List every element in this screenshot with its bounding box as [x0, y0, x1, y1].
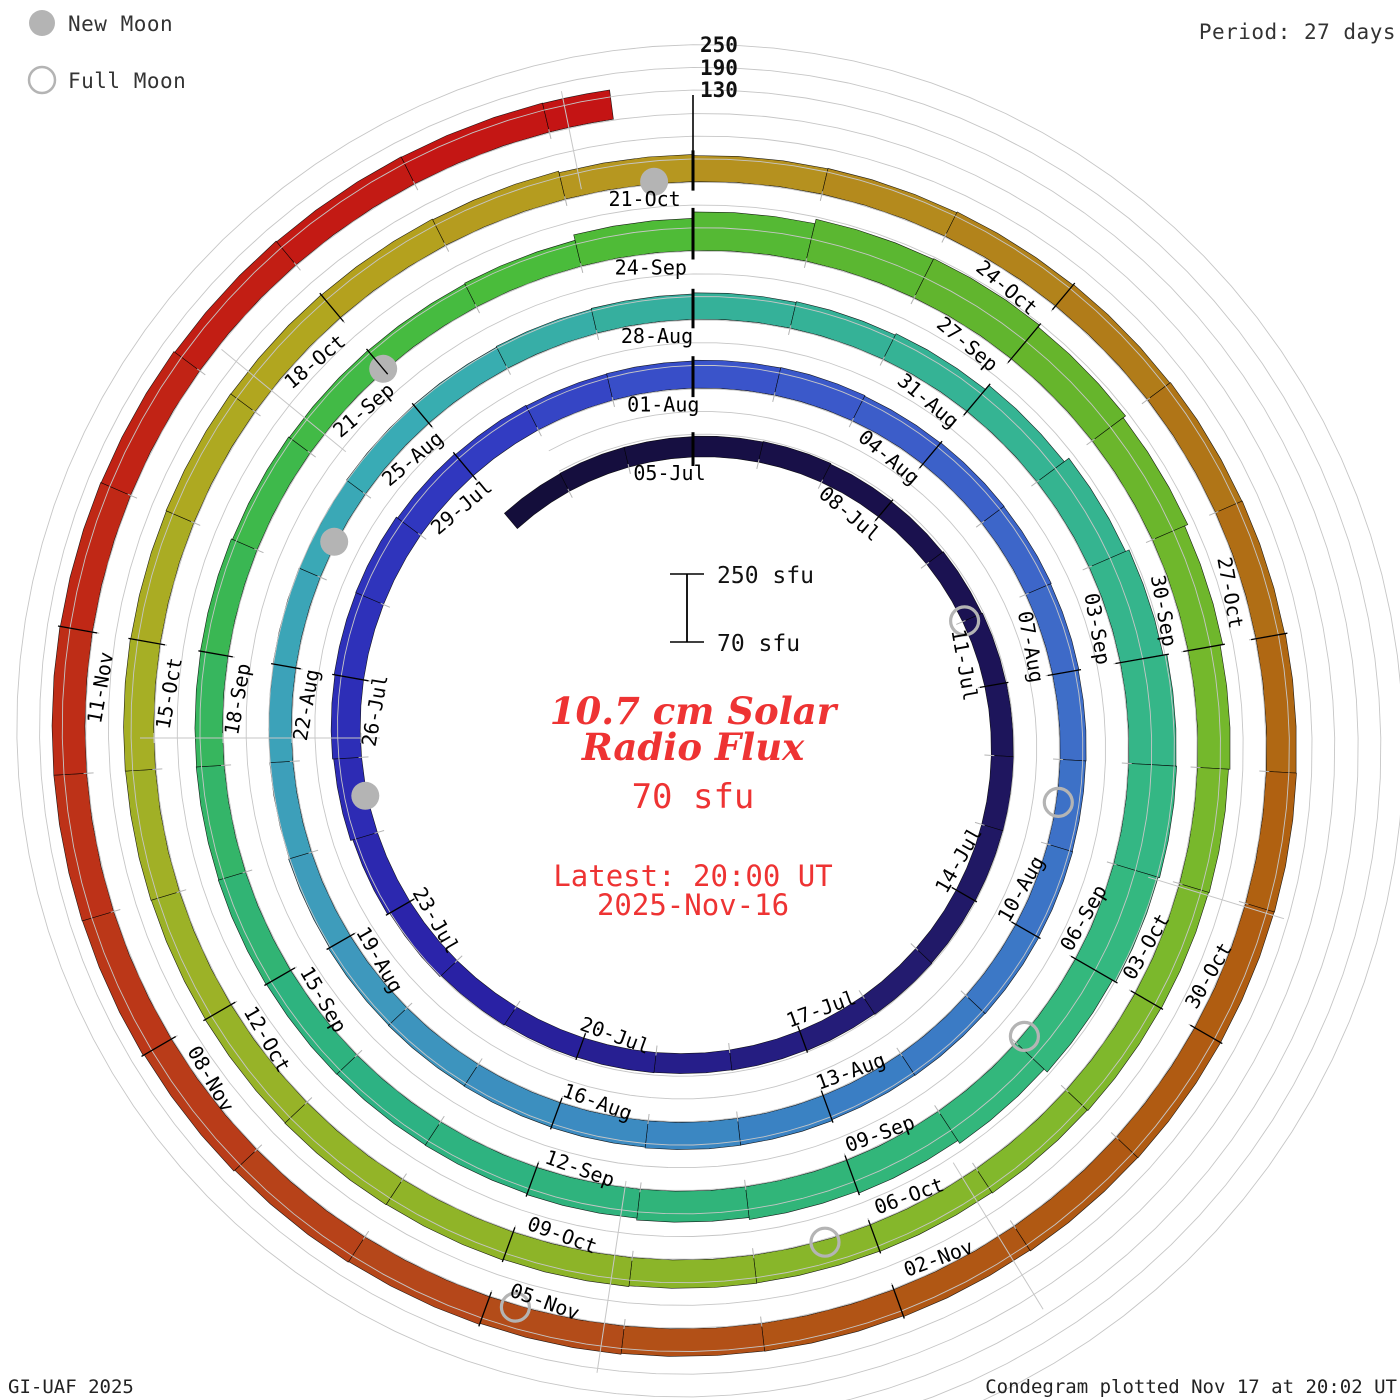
svg-text:28-Aug: 28-Aug — [621, 324, 693, 348]
new-moon-label: New Moon — [68, 12, 173, 36]
latest-flux-value: 70 sfu — [632, 777, 755, 817]
flux-scalebar: 250 sfu 70 sfu — [670, 563, 814, 657]
credit-label: GI-UAF 2025 — [8, 1376, 134, 1398]
full-moon-icon — [27, 65, 57, 95]
scalebar-top-label: 250 sfu — [717, 563, 814, 589]
chart-title-line2: Radio Flux — [581, 725, 805, 769]
center-text: 10.7 cm Solar Radio Flux 70 sfu Latest: … — [550, 689, 839, 922]
svg-text:01-Aug: 01-Aug — [627, 393, 699, 417]
latest-date-label: 2025-Nov-16 — [597, 888, 789, 922]
radial-scale-190: 190 — [700, 56, 738, 80]
moon-legend: New Moon Full Moon — [27, 10, 186, 95]
svg-text:24-Sep: 24-Sep — [615, 255, 687, 279]
svg-text:21-Oct: 21-Oct — [608, 187, 680, 211]
radial-scale: 250 190 130 — [692, 33, 738, 151]
radial-scale-130: 130 — [700, 78, 738, 102]
scalebar-bottom-label: 70 sfu — [717, 631, 800, 657]
radial-scale-250: 250 — [700, 33, 738, 57]
full-moon-label: Full Moon — [68, 69, 186, 93]
svg-text:05-Jul: 05-Jul — [633, 461, 705, 485]
new-moon-icon — [29, 10, 55, 36]
spiral-flux-bands: 05-Jul08-Jul11-Jul14-Jul17-Jul20-Jul23-J… — [16, 44, 1400, 1400]
latest-time-label: Latest: 20:00 UT — [553, 859, 832, 893]
period-label: Period: 27 days — [1199, 20, 1396, 44]
chart-title-line1: 10.7 cm Solar — [550, 689, 839, 733]
plotted-label: Condegram plotted Nov 17 at 20:02 UT — [985, 1376, 1397, 1398]
